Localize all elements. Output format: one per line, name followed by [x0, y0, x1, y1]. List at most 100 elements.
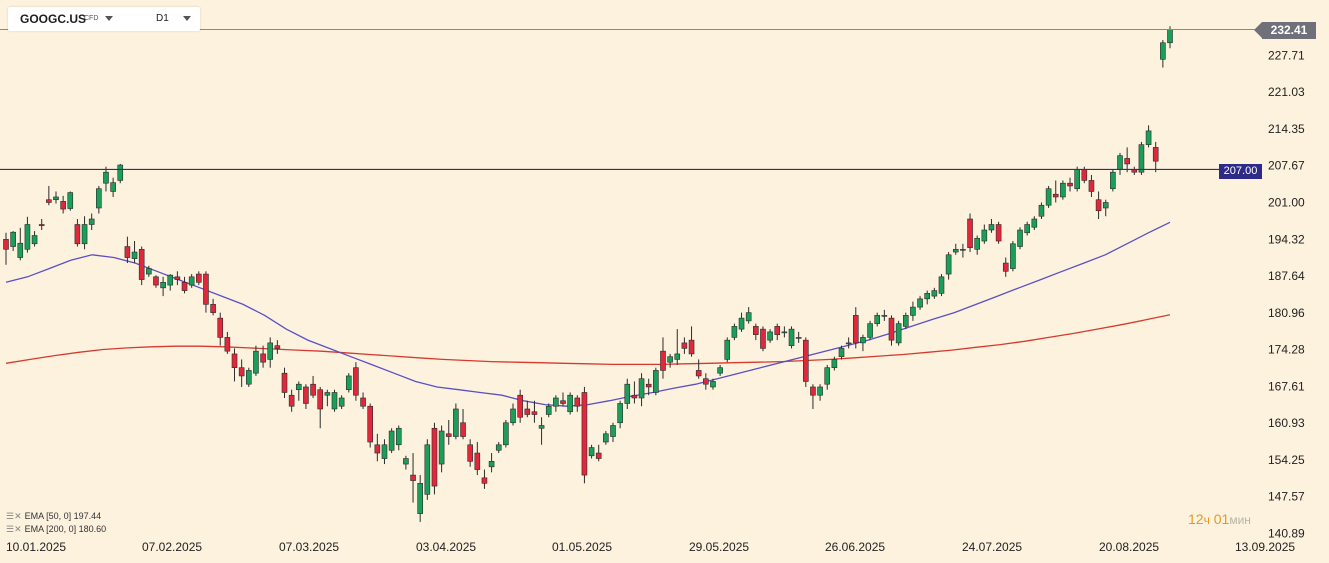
candle[interactable]	[10, 231, 16, 251]
candle[interactable]	[395, 425, 402, 451]
candle[interactable]	[731, 323, 738, 341]
candle[interactable]	[810, 384, 816, 409]
candle[interactable]	[474, 442, 481, 476]
candle[interactable]	[17, 227, 24, 261]
candle[interactable]	[902, 312, 909, 330]
candle[interactable]	[1017, 227, 1023, 250]
candle[interactable]	[681, 337, 688, 354]
candle[interactable]	[74, 218, 81, 247]
candle[interactable]	[610, 422, 616, 443]
candle[interactable]	[545, 403, 552, 418]
indicator-settings-icon[interactable]: ☰✕	[6, 524, 22, 534]
level-line-tag[interactable]: 207.00	[1219, 164, 1262, 179]
candle[interactable]	[288, 389, 295, 412]
candle[interactable]	[303, 384, 309, 409]
candle[interactable]	[360, 392, 366, 409]
indicator-settings-icon[interactable]: ☰✕	[6, 511, 22, 521]
candle[interactable]	[538, 417, 545, 445]
candle[interactable]	[674, 329, 681, 365]
candle[interactable]	[138, 246, 145, 286]
candle[interactable]	[374, 433, 381, 462]
candle[interactable]	[910, 301, 916, 321]
candle[interactable]	[667, 353, 673, 368]
candle[interactable]	[245, 367, 252, 387]
candle[interactable]	[438, 425, 445, 473]
candle[interactable]	[781, 326, 788, 338]
candle[interactable]	[96, 185, 102, 214]
candle[interactable]	[852, 307, 859, 349]
candle[interactable]	[110, 177, 116, 197]
candle[interactable]	[738, 312, 745, 332]
candle[interactable]	[824, 364, 831, 390]
candle[interactable]	[560, 392, 566, 407]
candle[interactable]	[767, 329, 773, 343]
candle[interactable]	[1124, 147, 1130, 173]
candle[interactable]	[645, 378, 652, 396]
candle[interactable]	[46, 185, 52, 206]
candle[interactable]	[1067, 177, 1073, 192]
candle[interactable]	[845, 337, 852, 349]
candle[interactable]	[1052, 180, 1059, 203]
candle[interactable]	[67, 191, 74, 211]
candle[interactable]	[574, 395, 581, 412]
candle[interactable]	[495, 442, 502, 454]
candle[interactable]	[710, 378, 716, 390]
candle[interactable]	[295, 381, 302, 401]
candle[interactable]	[831, 356, 838, 371]
candle[interactable]	[688, 326, 695, 357]
candle[interactable]	[788, 326, 795, 349]
candle[interactable]	[1102, 199, 1109, 217]
candle[interactable]	[867, 320, 873, 341]
candle[interactable]	[81, 216, 88, 250]
candle[interactable]	[988, 218, 995, 233]
candle[interactable]	[131, 241, 138, 264]
candle[interactable]	[117, 163, 124, 184]
candle[interactable]	[153, 275, 159, 288]
candle[interactable]	[567, 392, 573, 415]
candle[interactable]	[88, 213, 95, 231]
candle[interactable]	[345, 373, 352, 393]
candle[interactable]	[1060, 180, 1066, 200]
candle[interactable]	[960, 243, 966, 258]
candle[interactable]	[981, 224, 988, 244]
candle[interactable]	[995, 221, 1002, 244]
candle[interactable]	[760, 326, 766, 352]
candle[interactable]	[553, 395, 559, 412]
candle[interactable]	[24, 216, 31, 253]
candle[interactable]	[267, 337, 274, 368]
candle[interactable]	[260, 345, 266, 368]
candle[interactable]	[103, 166, 109, 192]
candle[interactable]	[774, 323, 781, 341]
candle[interactable]	[467, 439, 473, 467]
candle[interactable]	[838, 345, 845, 360]
candle[interactable]	[860, 334, 866, 352]
candle[interactable]	[281, 367, 288, 398]
candle[interactable]	[431, 422, 438, 495]
candle[interactable]	[524, 400, 531, 418]
candle[interactable]	[1031, 216, 1038, 231]
candle[interactable]	[1038, 202, 1045, 219]
candle[interactable]	[952, 243, 959, 255]
candle[interactable]	[403, 455, 409, 470]
candle[interactable]	[217, 312, 224, 346]
candle[interactable]	[510, 403, 516, 426]
candle[interactable]	[188, 274, 195, 288]
candle[interactable]	[795, 331, 802, 343]
price-axis[interactable]: 232.41227.71221.03214.35207.67201.00194.…	[1268, 23, 1305, 541]
candle[interactable]	[488, 453, 495, 473]
candle[interactable]	[724, 337, 731, 363]
candle[interactable]	[367, 403, 373, 448]
candle[interactable]	[631, 381, 638, 404]
candle[interactable]	[60, 195, 66, 214]
candle[interactable]	[745, 307, 752, 324]
candle[interactable]	[310, 375, 316, 398]
candle[interactable]	[595, 444, 602, 462]
symbol-selector[interactable]: GOOGC.US CFD D1	[8, 7, 200, 31]
candle[interactable]	[1117, 152, 1123, 175]
candle[interactable]	[817, 384, 823, 401]
candle[interactable]	[1045, 185, 1052, 208]
candle[interactable]	[1010, 241, 1016, 272]
candle[interactable]	[1110, 169, 1116, 192]
candle[interactable]	[581, 386, 588, 484]
